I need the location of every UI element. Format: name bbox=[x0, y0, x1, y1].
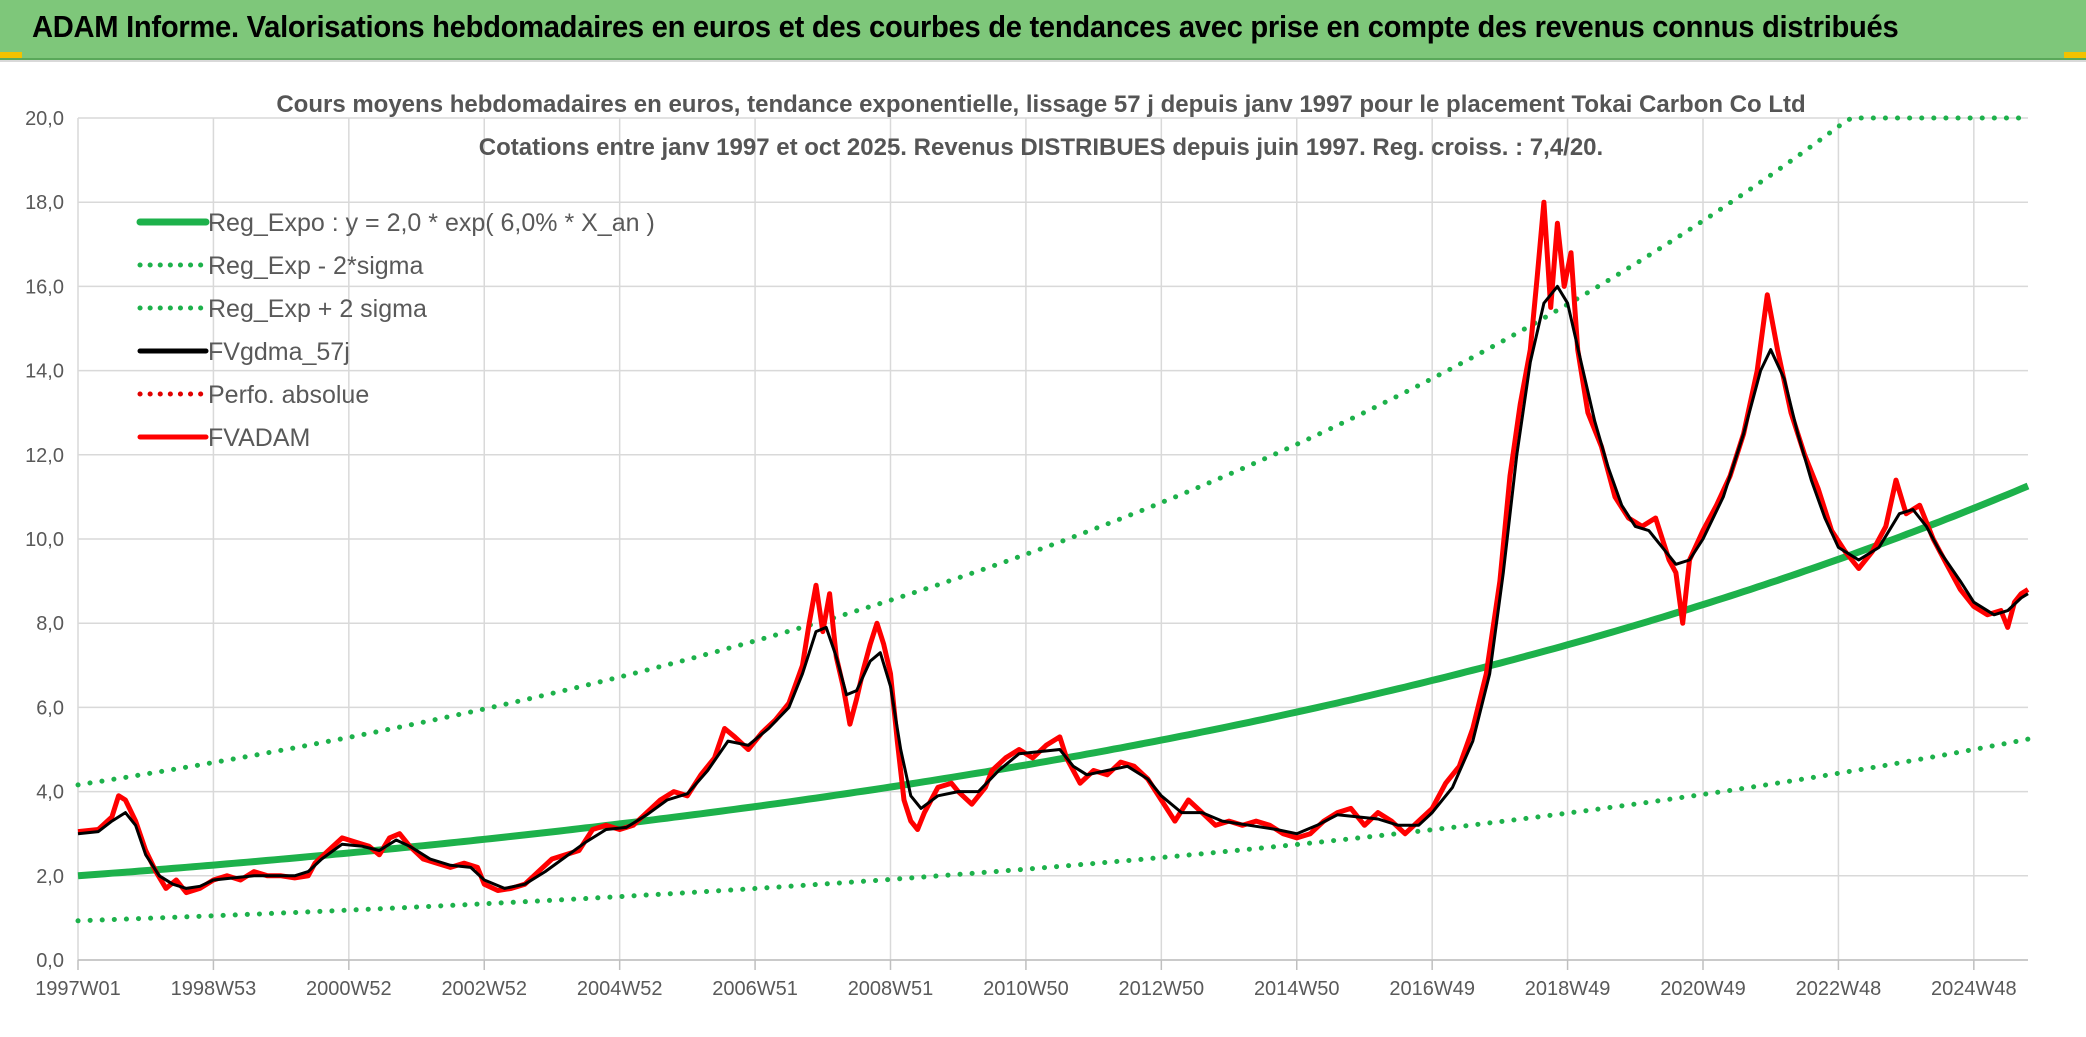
corner-marker-left bbox=[0, 52, 22, 58]
x-tick-label: 2004W52 bbox=[577, 978, 663, 1000]
x-tick-label: 2018W49 bbox=[1525, 978, 1611, 1000]
y-tick-label: 14,0 bbox=[25, 361, 64, 383]
y-tick-label: 2,0 bbox=[36, 866, 64, 888]
legend-label: Perfo. absolue bbox=[208, 381, 369, 409]
x-tick-label: 2022W48 bbox=[1796, 978, 1882, 1000]
y-tick-label: 10,0 bbox=[25, 529, 64, 551]
y-tick-label: 18,0 bbox=[25, 192, 64, 214]
chart-legend: Reg_Expo : y = 2,0 * exp( 6,0% * X_an ) R… bbox=[136, 209, 655, 452]
y-tick-label: 8,0 bbox=[36, 613, 64, 635]
legend-label: Reg_Exp - 2*sigma bbox=[208, 252, 423, 280]
x-tick-label: 2014W50 bbox=[1254, 978, 1340, 1000]
report-banner-title: ADAM Informe. Valorisations hebdomadaire… bbox=[32, 9, 1899, 44]
legend-label: FVgdma_57j bbox=[208, 338, 350, 366]
legend-label: Reg_Exp + 2 sigma bbox=[208, 295, 427, 323]
chart-series bbox=[75, 115, 2031, 924]
reg-expo-line bbox=[77, 482, 2030, 880]
y-tick-label: 0,0 bbox=[36, 950, 64, 972]
chart-grid bbox=[77, 117, 2028, 970]
x-tick-label: 1997W01 bbox=[35, 978, 121, 1000]
reg-exp-lower-line bbox=[75, 736, 2031, 924]
reg-exp-upper-line bbox=[75, 115, 2031, 788]
y-tick-label: 4,0 bbox=[36, 782, 64, 804]
legend-label: Reg_Expo : y = 2,0 * exp( 6,0% * X_an ) bbox=[208, 209, 655, 237]
x-tick-label: 2016W49 bbox=[1389, 978, 1475, 1000]
x-tick-label: 2002W52 bbox=[441, 978, 527, 1000]
x-tick-label: 2020W49 bbox=[1660, 978, 1746, 1000]
fvgdma-line bbox=[77, 284, 2029, 890]
x-tick-label: 1998W53 bbox=[171, 978, 257, 1000]
chart-frame bbox=[0, 60, 2086, 1037]
legend-label: FVADAM bbox=[208, 424, 310, 452]
x-axis-ticks: 1997W01 1998W53 2000W52 2002W52 2004W52 2006W… bbox=[35, 978, 2016, 1000]
y-tick-label: 20,0 bbox=[25, 108, 64, 130]
x-tick-label: 2024W48 bbox=[1931, 978, 2017, 1000]
corner-marker-right bbox=[2064, 52, 2086, 58]
y-tick-label: 6,0 bbox=[36, 697, 64, 719]
y-axis-ticks: 0,0 2,0 4,0 6,0 8,0 10,0 12,0 14,0 16,0 18,0 20,0 bbox=[25, 108, 64, 972]
x-tick-label: 2012W50 bbox=[1119, 978, 1205, 1000]
chart-title-line2: Cotations entre janv 1997 et oct 2025. R… bbox=[479, 134, 1603, 161]
x-tick-label: 2008W51 bbox=[848, 978, 934, 1000]
report-banner: ADAM Informe. Valorisations hebdomadaire… bbox=[0, 0, 2086, 60]
y-tick-label: 16,0 bbox=[25, 276, 64, 298]
x-tick-label: 2000W52 bbox=[306, 978, 392, 1000]
chart-title-line1: Cours moyens hebdomadaires en euros, ten… bbox=[276, 91, 1805, 118]
y-tick-label: 12,0 bbox=[25, 445, 64, 467]
x-tick-label: 2010W50 bbox=[983, 978, 1069, 1000]
x-tick-label: 2006W51 bbox=[712, 978, 798, 1000]
